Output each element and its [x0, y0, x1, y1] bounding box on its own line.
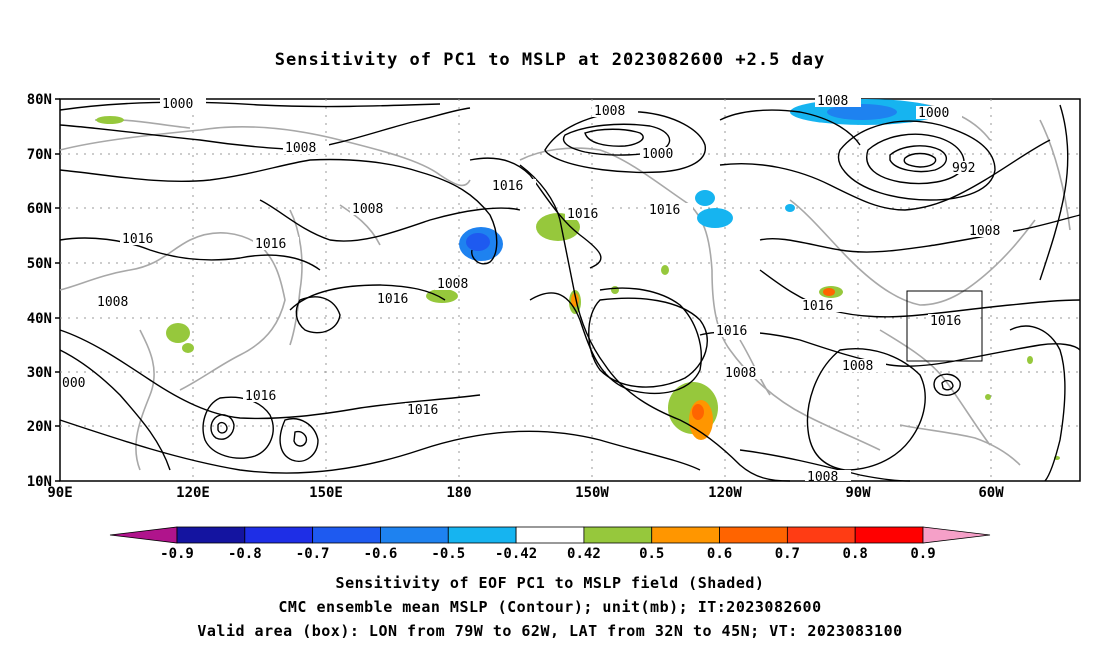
lat-ticks: [55, 98, 60, 482]
contour-label: 1016: [245, 389, 276, 404]
contour-label: 1008: [842, 359, 873, 374]
lat-label: 10N: [27, 474, 52, 490]
map-gridlines: [60, 99, 1080, 481]
contour-label: 1016: [802, 299, 833, 314]
lon-label: 90W: [845, 485, 871, 501]
map-title: Sensitivity of PC1 to MSLP at 2023082600…: [274, 50, 826, 70]
colorbar-label: -0.5: [431, 546, 465, 562]
colorbar-high-triangle: [922, 526, 991, 544]
lon-label: 180: [446, 485, 471, 501]
colorbar-label: -0.6: [364, 546, 398, 562]
lon-label: 120E: [176, 485, 210, 501]
colorbar-segment: [312, 526, 381, 544]
footer-line-3: Valid area (box): LON from 79W to 62W, L…: [197, 622, 903, 640]
colorbar-segment: [515, 526, 585, 544]
colorbar: -0.9 -0.8 -0.7 -0.6 -0.5 -0.42 0.42 0.5 0.6 0.7 0.…: [109, 526, 991, 562]
lon-label: 60W: [978, 485, 1004, 501]
lat-label: 50N: [27, 256, 52, 272]
colorbar-low-triangle: [109, 526, 178, 544]
lat-label: 80N: [27, 92, 52, 108]
colorbar-label: 0.7: [775, 546, 800, 562]
colorbar-segment: [176, 526, 246, 544]
contour-label: 1016: [649, 203, 680, 218]
valid-area-box: [906, 290, 983, 362]
colorbar-segment: [380, 526, 449, 544]
contour-label: 1016: [255, 237, 286, 252]
colorbar-label: 0.6: [707, 546, 732, 562]
colorbar-label: 0.9: [910, 546, 935, 562]
colorbar-segment: [719, 526, 788, 544]
colorbar-label: 0.5: [639, 546, 664, 562]
colorbar-label: 0.42: [567, 546, 601, 562]
lat-label: 30N: [27, 365, 52, 381]
contour-label: 1008: [725, 366, 756, 381]
colorbar-label: -0.8: [228, 546, 262, 562]
lat-label: 20N: [27, 419, 52, 435]
colorbar-label: -0.7: [296, 546, 330, 562]
lat-label: 70N: [27, 147, 52, 163]
contour-label: 1008: [807, 470, 838, 485]
contour-label: 1008: [969, 224, 1000, 239]
contour-label: 1016: [122, 232, 153, 247]
contour-label: 1000: [918, 106, 949, 121]
coastlines: [59, 101, 1071, 471]
contour-label: 1016: [407, 403, 438, 418]
lon-label: 90E: [47, 485, 72, 501]
colorbar-segment: [583, 526, 653, 544]
contour-label: 000: [62, 376, 85, 391]
colorbar-segment: [786, 526, 856, 544]
contour-label: 992: [952, 161, 975, 176]
contour-label: 1008: [352, 202, 383, 217]
colorbar-label: -0.42: [495, 546, 537, 562]
map-frame: [59, 98, 1081, 482]
lat-label: 60N: [27, 201, 52, 217]
colorbar-segment: [447, 526, 517, 544]
lon-label: 150E: [309, 485, 343, 501]
contour-label: 1016: [567, 207, 598, 222]
colorbar-segment: [244, 526, 314, 544]
lon-label: 150W: [575, 485, 609, 501]
footer-line-2: CMC ensemble mean MSLP (Contour); unit(m…: [278, 598, 822, 616]
lon-label: 120W: [708, 485, 742, 501]
colorbar-segment: [651, 526, 720, 544]
contour-label: 1008: [594, 104, 625, 119]
sensitivity-shading: [96, 99, 1060, 460]
longitude-labels: 90E 120E 150E 180 150W 120W 90W 60W: [47, 485, 1004, 501]
contour-label: 1000: [162, 97, 193, 112]
contour-label: 1016: [716, 324, 747, 339]
contour-label: 1016: [377, 292, 408, 307]
contour-label: 1016: [492, 179, 523, 194]
colorbar-label: -0.9: [160, 546, 194, 562]
contour-labels: 1000 1008 1008 1000 1008 1016 1016 1016 …: [61, 94, 1013, 485]
contour-label: 1000: [642, 147, 673, 162]
footer-line-1: Sensitivity of EOF PC1 to MSLP field (Sh…: [335, 574, 765, 592]
lat-label: 40N: [27, 311, 52, 327]
colorbar-label: 0.8: [843, 546, 868, 562]
contour-label: 1008: [97, 295, 128, 310]
contour-label: 1008: [285, 141, 316, 156]
contour-label: 1008: [817, 94, 848, 109]
contour-label: 1008: [437, 277, 468, 292]
latitude-labels: 80N 70N 60N 50N 40N 30N 20N 10N: [27, 92, 52, 490]
colorbar-segment: [854, 526, 924, 544]
contour-label: 1016: [930, 314, 961, 329]
